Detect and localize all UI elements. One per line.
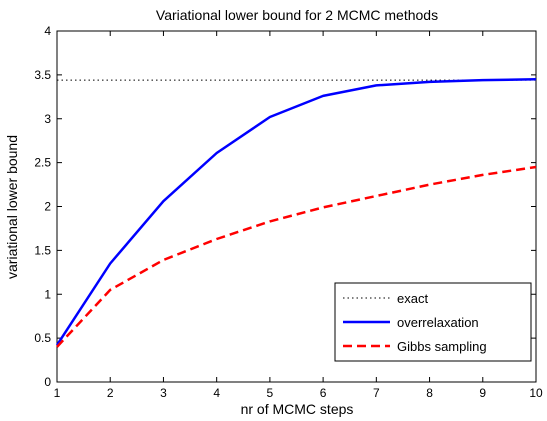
y-tick-label: 1.5 xyxy=(34,243,51,257)
y-tick-label: 2 xyxy=(44,200,51,214)
legend-label: overrelaxation xyxy=(397,315,479,330)
x-tick-label: 1 xyxy=(54,386,61,400)
x-tick-label: 7 xyxy=(373,386,380,400)
legend-label: exact xyxy=(397,291,428,306)
series-lines xyxy=(55,78,537,348)
legend: exact overrelaxation Gibbs sampling xyxy=(334,282,532,362)
x-tick-label: 3 xyxy=(160,386,167,400)
x-axis-label: nr of MCMC steps xyxy=(241,401,354,417)
series-line-1 xyxy=(55,78,537,346)
y-tick-label: 3 xyxy=(44,112,51,126)
x-tick-label: 4 xyxy=(213,386,220,400)
y-tick-label: 0.5 xyxy=(34,331,51,345)
chart-title: Variational lower bound for 2 MCMC metho… xyxy=(156,7,438,23)
x-tick-label: 10 xyxy=(529,386,543,400)
y-tick-label: 2.5 xyxy=(34,156,51,170)
y-axis-label: variational lower bound xyxy=(4,135,20,279)
y-tick-label: 0 xyxy=(44,375,51,389)
axis-ticks: 1 2 3 4 5 6 7 8 9 10 0 0.5 1 1.5 2 2.5 3 3.5 4 xyxy=(34,24,543,400)
x-tick-label: 9 xyxy=(479,386,486,400)
x-tick-label: 6 xyxy=(320,386,327,400)
x-tick-label: 8 xyxy=(426,386,433,400)
legend-label: Gibbs sampling xyxy=(397,339,487,354)
y-tick-label: 1 xyxy=(44,287,51,301)
y-tick-label: 4 xyxy=(44,24,51,38)
y-tick-label: 3.5 xyxy=(34,68,51,82)
x-tick-label: 5 xyxy=(267,386,274,400)
x-tick-label: 2 xyxy=(107,386,114,400)
